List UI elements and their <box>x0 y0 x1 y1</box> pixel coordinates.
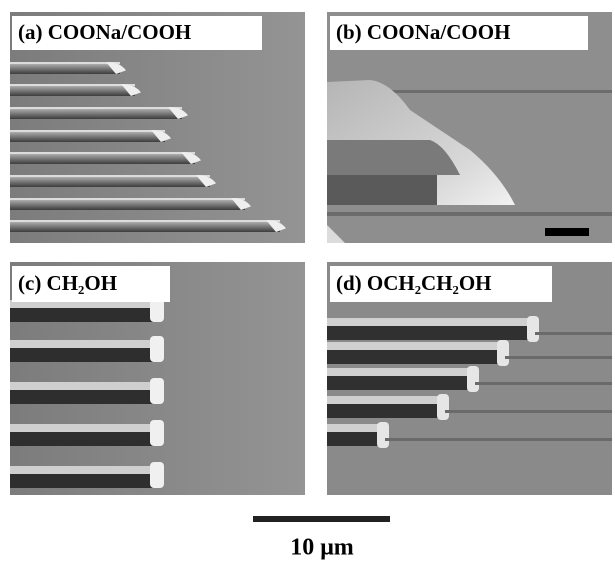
sem-texture <box>327 432 385 446</box>
sem-texture <box>10 348 160 362</box>
sem-texture <box>10 220 280 222</box>
figure: (a) COONa/COOH (b) COONa/COOH (c) CH₂OH … <box>0 0 615 562</box>
sem-texture <box>327 350 505 364</box>
page: (a) COONa/COOH (b) COONa/COOH (c) CH₂OH … <box>0 0 615 562</box>
sem-texture <box>10 390 160 404</box>
scale-bar <box>253 516 390 522</box>
sem-texture <box>327 342 505 350</box>
sem-texture <box>445 410 612 413</box>
sem-texture <box>327 318 535 326</box>
sem-texture <box>327 326 535 340</box>
sem-texture <box>10 474 160 488</box>
sem-texture <box>535 332 612 335</box>
sem-texture <box>527 316 539 342</box>
sem-texture <box>505 356 612 359</box>
sem-texture <box>10 107 182 109</box>
sem-texture <box>10 432 160 446</box>
sem-texture <box>327 376 475 390</box>
sem-texture <box>10 84 135 86</box>
sem-texture <box>150 336 164 362</box>
panel-scale-bar <box>545 228 589 236</box>
sem-texture <box>150 420 164 446</box>
sem-texture <box>497 340 509 366</box>
sem-texture <box>10 198 245 200</box>
sem-texture <box>475 382 612 385</box>
panel-label: (a) COONa/COOH <box>18 20 191 44</box>
sem-texture <box>10 382 160 390</box>
panel-label: (c) CH₂OH <box>18 271 117 295</box>
sem-texture <box>10 130 165 132</box>
sem-texture <box>385 438 612 441</box>
panel-label: (b) COONa/COOH <box>336 20 510 44</box>
sem-texture <box>10 340 160 348</box>
sem-texture <box>467 366 479 392</box>
sem-texture <box>150 462 164 488</box>
sem-texture <box>10 308 160 322</box>
scale-bar-label: 10 μm <box>290 535 354 561</box>
sem-texture <box>327 404 445 418</box>
sem-texture <box>150 378 164 404</box>
sem-texture <box>437 394 449 420</box>
sem-texture <box>10 62 120 64</box>
sem-texture <box>327 424 385 432</box>
sem-texture <box>327 396 445 404</box>
sem-texture <box>327 368 475 376</box>
sem-texture <box>10 152 195 154</box>
sem-texture <box>377 422 389 448</box>
sem-texture <box>10 175 210 177</box>
sem-texture <box>10 466 160 474</box>
sem-texture <box>327 212 612 216</box>
panel-label: (d) OCH₂CH₂OH <box>336 271 492 295</box>
sem-texture <box>10 424 160 432</box>
